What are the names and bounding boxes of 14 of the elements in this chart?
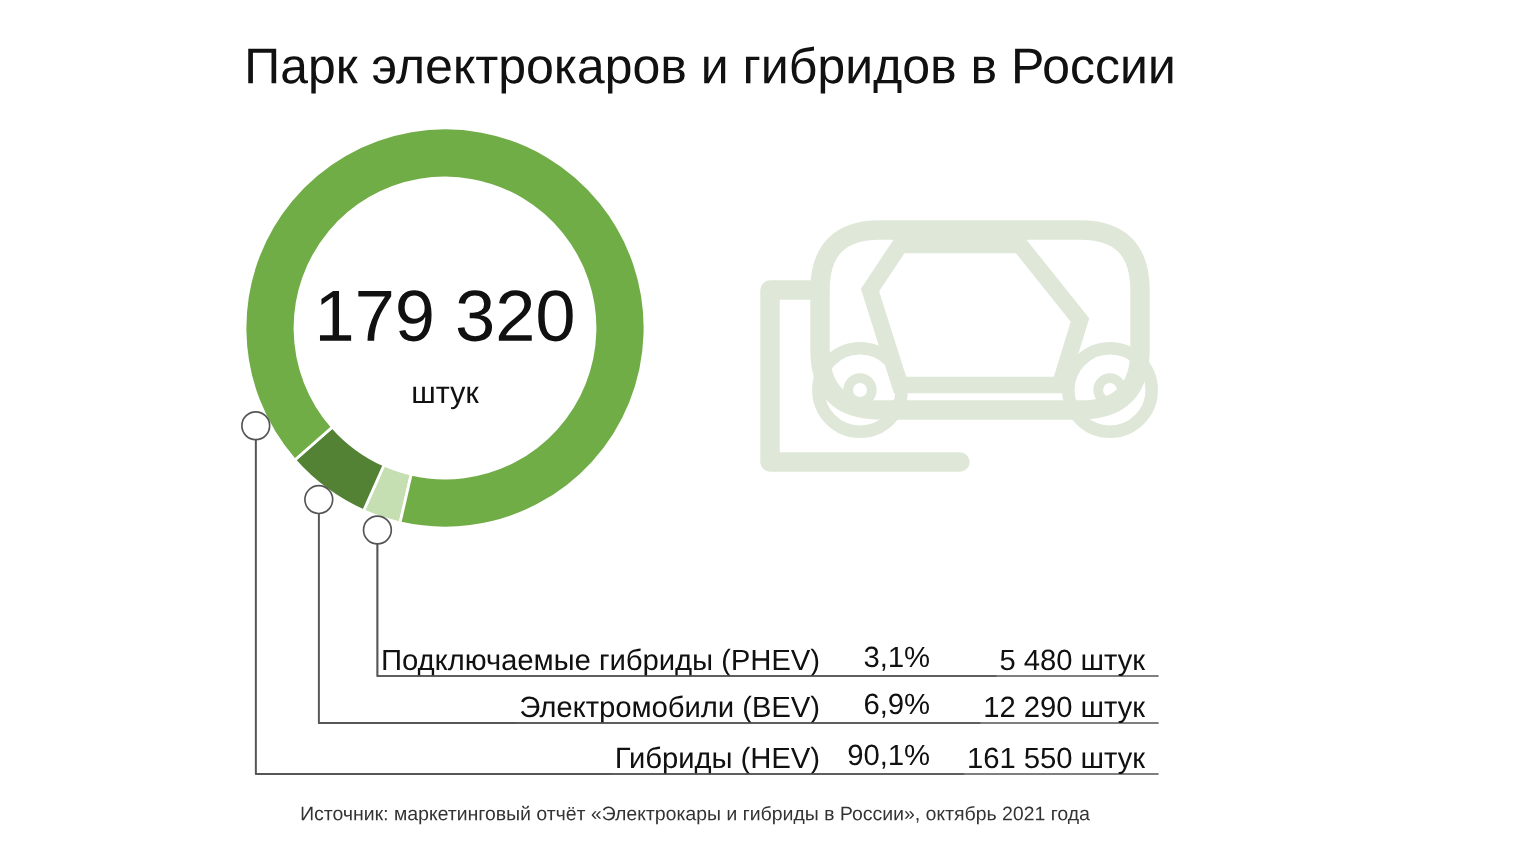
- slice-label: Подключаемые гибриды (PHEV): [383, 648, 819, 676]
- text: 3,1%: [864, 646, 929, 671]
- text: штук: [413, 386, 479, 410]
- chart-title: Парк электрокаров и гибридов в России: [248, 46, 1173, 94]
- data-label: 5 480 штук: [1000, 649, 1146, 676]
- text: 6,9%: [865, 693, 929, 718]
- donut-slice: [243, 126, 647, 530]
- text: Источник: маркетинговый отчёт «Электрокары и гибриды в России», октябрь 2021 года: [301, 805, 1090, 825]
- text: 179 320: [319, 290, 573, 342]
- data-label: 161 550 штук: [969, 747, 1146, 774]
- slice-label: Электромобили (BEV): [520, 695, 819, 723]
- text: 90,1%: [848, 744, 929, 769]
- slice-label: Гибриды (HEV): [617, 746, 819, 774]
- data-label: 12 290 штук: [985, 696, 1146, 723]
